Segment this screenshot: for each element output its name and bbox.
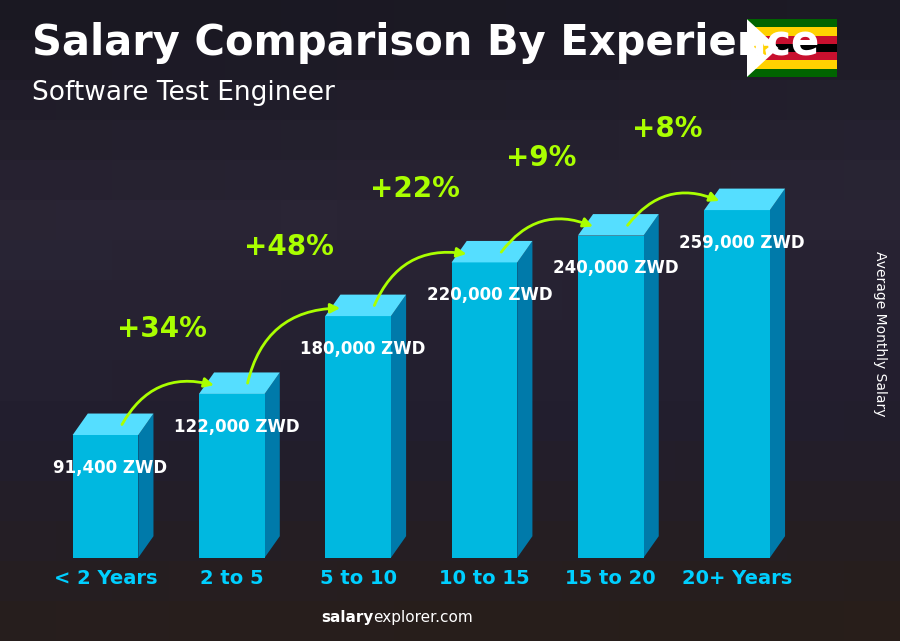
Bar (747, 36, 837, 44)
Polygon shape (518, 241, 533, 558)
Text: +34%: +34% (117, 315, 207, 343)
Bar (747, 19, 837, 28)
Text: 220,000 ZWD: 220,000 ZWD (427, 286, 553, 304)
Text: +22%: +22% (370, 176, 460, 203)
Text: +48%: +48% (244, 233, 334, 261)
Polygon shape (578, 235, 644, 558)
Polygon shape (73, 413, 154, 435)
Polygon shape (199, 394, 265, 558)
Bar (747, 60, 837, 69)
Polygon shape (265, 372, 280, 558)
Text: 122,000 ZWD: 122,000 ZWD (174, 417, 300, 435)
Bar (747, 44, 837, 52)
Text: salary: salary (321, 610, 374, 625)
Text: +9%: +9% (506, 144, 577, 172)
Polygon shape (704, 210, 770, 558)
Polygon shape (199, 372, 280, 394)
Polygon shape (747, 19, 778, 77)
Text: Software Test Engineer: Software Test Engineer (32, 80, 335, 106)
Polygon shape (578, 214, 659, 235)
Text: Salary Comparison By Experience: Salary Comparison By Experience (32, 22, 819, 65)
Text: Average Monthly Salary: Average Monthly Salary (873, 251, 887, 416)
Text: 180,000 ZWD: 180,000 ZWD (301, 340, 426, 358)
Text: 259,000 ZWD: 259,000 ZWD (680, 234, 805, 252)
Polygon shape (391, 295, 406, 558)
Polygon shape (325, 295, 406, 316)
Polygon shape (452, 262, 518, 558)
Text: 240,000 ZWD: 240,000 ZWD (553, 259, 679, 277)
Bar (747, 28, 837, 36)
Polygon shape (325, 316, 391, 558)
Bar (747, 52, 837, 60)
Polygon shape (770, 188, 785, 558)
Polygon shape (452, 241, 533, 262)
Text: explorer.com: explorer.com (374, 610, 473, 625)
Polygon shape (73, 435, 139, 558)
Polygon shape (139, 413, 154, 558)
Text: 91,400 ZWD: 91,400 ZWD (53, 458, 167, 477)
Text: +8%: +8% (633, 115, 703, 143)
Polygon shape (644, 214, 659, 558)
Polygon shape (704, 188, 785, 210)
Bar (747, 69, 837, 77)
